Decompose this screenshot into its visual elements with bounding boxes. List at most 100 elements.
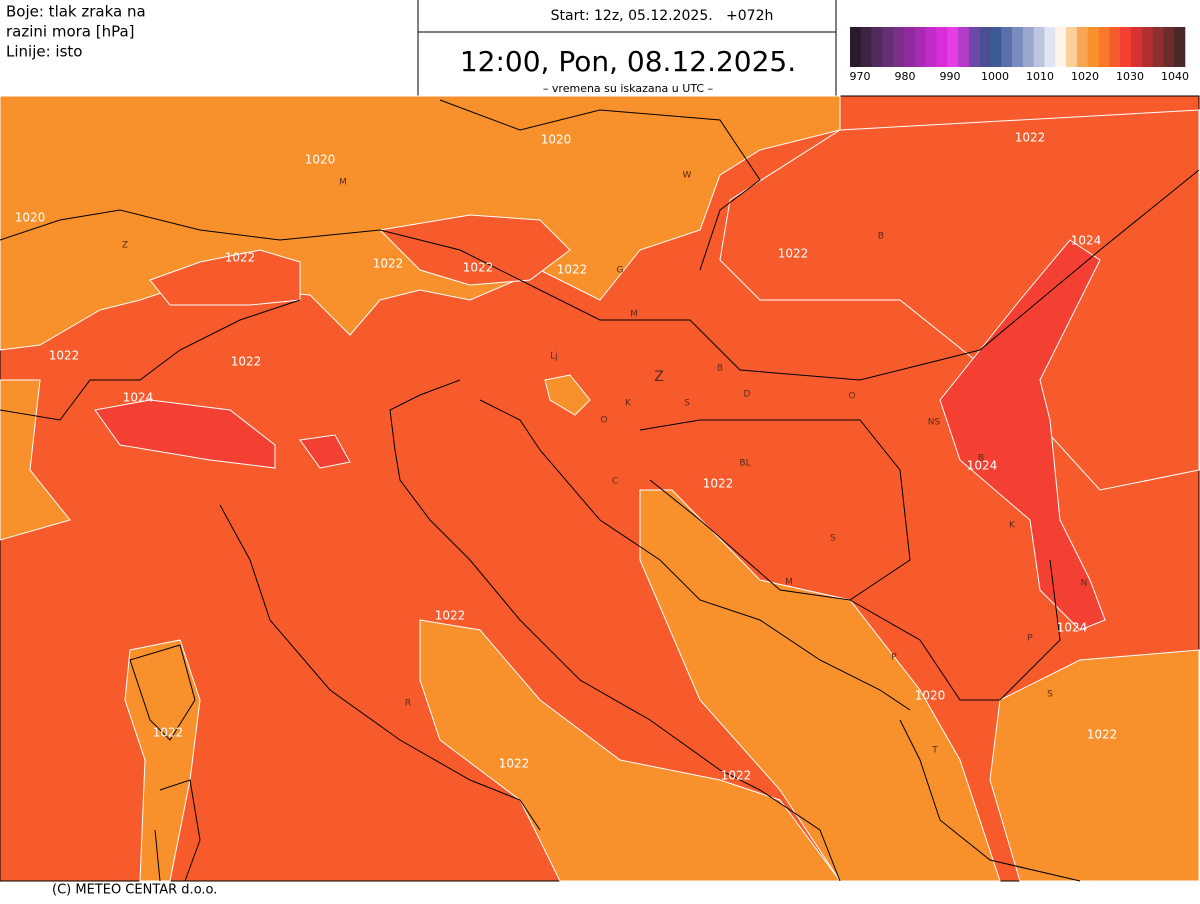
utc-note: – vremena su iskazana u UTC – (543, 82, 713, 95)
isobar-label: 1022 (721, 769, 752, 783)
scale-tick-label: 1000 (981, 70, 1009, 83)
place-label: N (1081, 579, 1088, 589)
isobar-label: 1022 (231, 355, 262, 369)
place-label: Z (122, 241, 128, 251)
scale-bin (1174, 27, 1186, 67)
scale-bin (860, 27, 872, 67)
isobar-label: 1022 (1087, 728, 1118, 742)
scale-bin (914, 27, 926, 67)
place-label: NS (928, 418, 941, 428)
scale-bin (1141, 27, 1153, 67)
scale-tick-label: 970 (850, 70, 871, 83)
place-labels: M W Z B G M Lj Z B D O K S O NS BL B C K S M N P P S R T (122, 171, 1087, 756)
place-label: Lj (550, 352, 558, 362)
place-label: D (744, 390, 751, 400)
isobar-label: 1022 (499, 757, 530, 771)
isobar-label: 1024 (123, 391, 154, 405)
place-label: M (630, 310, 638, 320)
scale-tick-label: 990 (940, 70, 961, 83)
copyright: (C) METEO CENTAR d.o.o. (52, 883, 217, 898)
scale-bin (1066, 27, 1078, 67)
place-label: S (1047, 690, 1053, 700)
isobar-zone-1024 (94, 239, 1106, 631)
scale-bin (1012, 27, 1024, 67)
isobar-label: 1022 (49, 349, 80, 363)
scale-bin (1033, 27, 1045, 67)
run-info: Start: 12z, 05.12.2025. +072h (551, 8, 774, 24)
scale-bin (1120, 27, 1132, 67)
scale-tick-label: 1030 (1116, 70, 1144, 83)
isobar-label: 1020 (541, 133, 572, 147)
scale-bin (979, 27, 991, 67)
scale-bin (1076, 27, 1089, 67)
scale-tick-label: 980 (895, 70, 916, 83)
place-label: K (625, 399, 632, 409)
isobar-label: 1022 (373, 257, 404, 271)
legend-text: razini mora [hPa] (6, 23, 135, 41)
scale-bin (1098, 27, 1110, 67)
legend-text: Linije: isto (6, 43, 82, 61)
scale-tick-label: 1020 (1071, 70, 1099, 83)
scale-bin (893, 27, 905, 67)
scale-bin (947, 27, 959, 67)
isobar-label: 1022 (778, 247, 809, 261)
isobar-label: 1022 (435, 609, 466, 623)
scale-bin (1087, 27, 1099, 67)
place-label: G (617, 266, 624, 276)
place-label: M (785, 578, 793, 588)
place-label: W (683, 171, 692, 181)
isobar-label: 1024 (967, 459, 998, 473)
isobar-label: 1020 (305, 153, 336, 167)
place-label: K (1009, 521, 1016, 531)
scale-bin (1055, 27, 1067, 67)
place-label: O (848, 392, 855, 402)
scale-bin (958, 27, 970, 67)
isobar-label: 1022 (557, 263, 588, 277)
scale-bin (1022, 27, 1035, 67)
scale-tick-label: 1010 (1026, 70, 1054, 83)
place-label: BL (739, 459, 750, 469)
scale-bin (990, 27, 1002, 67)
scale-bin (882, 27, 894, 67)
place-label: B (717, 364, 723, 374)
scale-tick-label: 1040 (1161, 70, 1189, 83)
isobar-label: 1022 (225, 251, 256, 265)
place-label: S (684, 399, 690, 409)
scale-bin (1130, 27, 1143, 67)
place-label: Z (654, 369, 664, 385)
isobar-label: 1024 (1071, 234, 1102, 248)
isobar-zone-1022 (149, 109, 1200, 491)
place-label: R (405, 699, 411, 709)
place-label: P (1027, 634, 1033, 644)
isobar-labels: 1020 1020 1022 1020 1022 1022 1022 1022 1022 1024… (15, 131, 1118, 783)
scale-bin (904, 27, 916, 67)
map: 1020 1020 1022 1020 1022 1022 1022 1022 1022 1024… (0, 95, 1200, 882)
scale-bin (925, 27, 937, 67)
isobar-label: 1020 (915, 689, 946, 703)
scale-bin (1044, 27, 1056, 67)
scale-bin (968, 27, 980, 67)
place-label: P (891, 653, 897, 663)
scale-bin (1163, 27, 1175, 67)
valid-time: 12:00, Pon, 08.12.2025. (460, 45, 796, 78)
scale-bin (936, 27, 948, 67)
isobar-label: 1022 (463, 261, 494, 275)
isobar-label: 1022 (153, 726, 184, 740)
legend-text: Boje: tlak zraka na (6, 3, 146, 21)
scale-bin (1001, 27, 1013, 67)
coastlines-borders (0, 99, 1200, 882)
place-label: S (830, 534, 836, 544)
place-label: B (878, 232, 884, 242)
scale-bin (850, 27, 862, 67)
scale-bin (1152, 27, 1164, 67)
scale-bin (1109, 27, 1121, 67)
place-label: C (612, 477, 618, 487)
place-label: O (600, 416, 607, 426)
scale-bin (871, 27, 883, 67)
place-label: B (978, 454, 984, 464)
color-scale: 970 980 990 1000 1010 1020 1030 1040 (850, 27, 1189, 83)
place-label: M (339, 178, 347, 188)
place-label: T (931, 746, 938, 756)
isobar-label: 1024 (1057, 621, 1088, 635)
